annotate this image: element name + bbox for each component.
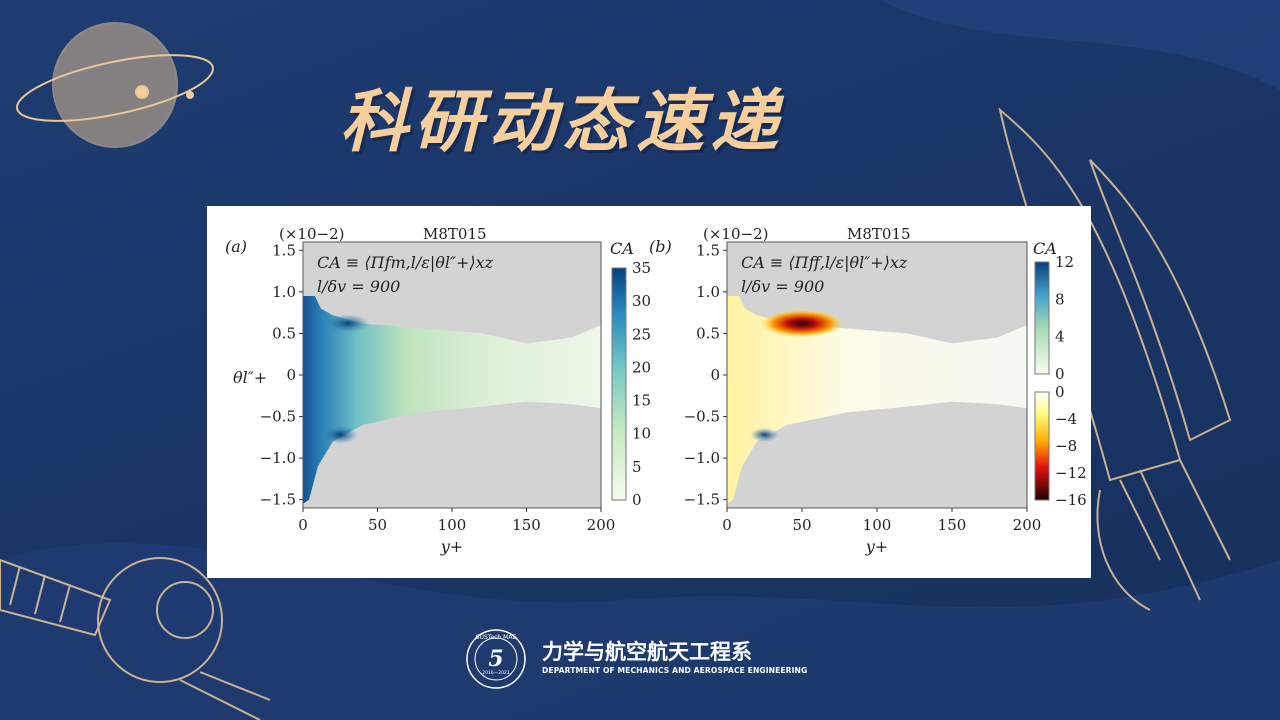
heatmap-figure: 0 50 100 150 2001.51.00.50−0.5−1.0−1.5(a)(×1…	[225, 225, 1087, 556]
colorbar-tick-label: 20	[632, 358, 651, 376]
colorbar-tick-label: 15	[632, 392, 651, 410]
chart-title: M8T015	[847, 225, 911, 243]
annotation-scale: l/δv = 900	[741, 277, 824, 296]
satellite-icon	[0, 557, 271, 720]
colorbar-tick-label: 30	[632, 292, 651, 310]
footer-department-cn: 力学与航空航天工程系	[542, 640, 752, 664]
panel-label: (a)	[225, 237, 247, 256]
colorbar-label: CA	[610, 239, 634, 258]
colorbar-tick-label: 5	[632, 458, 642, 476]
planet-icon	[16, 22, 214, 148]
x-tick-label: 0	[298, 516, 308, 534]
y-tick-label: 1.0	[696, 283, 720, 301]
heatmap-field-1	[303, 296, 601, 504]
x-tick-label: 150	[938, 516, 967, 534]
y-axis-label: θl″+	[233, 368, 267, 387]
x-tick-label: 100	[863, 516, 892, 534]
colorbar-label: CA	[1033, 239, 1057, 258]
x-tick-label: 0	[722, 516, 732, 534]
y-tick-label: 0	[710, 366, 720, 384]
y-tick-label: −1.0	[260, 449, 296, 467]
y-tick-label: 1.5	[696, 241, 720, 259]
y-tick-label: 0.5	[696, 324, 720, 342]
annotation-formula: CA ≡ ⟨Πfm,l/ε|θl″+⟩xz	[317, 253, 494, 272]
svg-text:2016—2021: 2016—2021	[482, 670, 510, 676]
colorbar-tick-label: −16	[1055, 491, 1087, 509]
x-tick-label: 150	[512, 516, 541, 534]
y-tick-label: −1.5	[684, 491, 720, 509]
colorbar-tick-label: 0	[632, 491, 642, 509]
colorbar-tick-label: −12	[1055, 464, 1087, 482]
y-tick-label: −1.5	[260, 491, 296, 509]
x-tick-label: 100	[438, 516, 467, 534]
x-axis-label: y+	[440, 537, 463, 556]
figure-card: 0 50 100 150 200 1.5 1.0 0.5 0 −0.5 −1.0 −1.5 (a) (×1…	[207, 206, 1091, 578]
heatmap-peak-lower	[322, 425, 359, 444]
heatmap-field-2	[727, 296, 1027, 504]
colorbar-tick-label: −4	[1055, 410, 1077, 428]
svg-text:SUSTech MAE: SUSTech MAE	[476, 634, 517, 641]
page-title: 科研动态速递	[340, 83, 785, 162]
heatmap-peak-upper	[325, 314, 370, 333]
colorbar-tick-label: 8	[1055, 290, 1065, 308]
multiplier-label: (×10−2)	[279, 225, 344, 243]
annotation-formula: CA ≡ ⟨Πff,l/ε|θl″+⟩xz	[741, 253, 908, 272]
sustech-mae-logo-icon: SUSTech MAE 5 2016—2021	[466, 629, 526, 689]
panel-label: (b)	[649, 237, 672, 256]
y-tick-label: 1.5	[272, 241, 296, 259]
y-tick-label: 0	[286, 366, 296, 384]
y-tick-label: 0.5	[272, 324, 296, 342]
colorbar	[611, 267, 627, 501]
rocket-icon	[998, 107, 1232, 611]
x-tick-label: 200	[1013, 516, 1042, 534]
x-tick-label: 50	[792, 516, 811, 534]
colorbar-tick-label: −8	[1055, 437, 1077, 455]
x-tick-label: 50	[368, 516, 387, 534]
chart-title: M8T015	[423, 225, 487, 243]
multiplier-label: (×10−2)	[703, 225, 768, 243]
y-tick-label: 1.0	[272, 283, 296, 301]
heatmap-peak-lower	[750, 427, 779, 442]
colorbar-negative	[1034, 391, 1050, 501]
svg-text:5: 5	[488, 646, 503, 672]
y-tick-label: −1.0	[684, 449, 720, 467]
heatmap-hotspot	[760, 309, 844, 338]
x-tick-label: 200	[587, 516, 616, 534]
colorbar-positive	[1034, 261, 1050, 375]
annotation-scale: l/δv = 900	[317, 277, 400, 296]
colorbar-tick-label: 12	[1055, 253, 1074, 271]
footer-logo-block: SUSTech MAE 5 2016—2021 力学与航空航天工程系 DEPAR…	[462, 628, 807, 690]
colorbar-tick-label: 0	[1055, 365, 1065, 383]
colorbar-tick-label: 25	[632, 325, 651, 343]
y-tick-label: −0.5	[260, 408, 296, 426]
colorbar-tick-label: 35	[632, 259, 651, 277]
x-axis-label: y+	[865, 537, 888, 556]
colorbar-tick-label: 0	[1055, 383, 1065, 401]
colorbar-tick-label: 10	[632, 425, 651, 443]
y-tick-label: −0.5	[684, 408, 720, 426]
colorbar-tick-label: 4	[1055, 328, 1065, 346]
footer-department-en: DEPARTMENT OF MECHANICS AND AEROSPACE EN…	[542, 666, 808, 675]
